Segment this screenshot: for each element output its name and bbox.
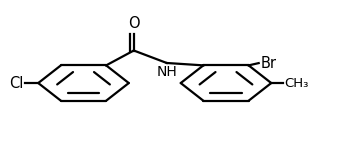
Text: NH: NH [156,65,177,79]
Text: CH₃: CH₃ [285,77,309,89]
Text: Cl: Cl [9,76,23,91]
Text: Br: Br [260,56,276,71]
Text: O: O [128,16,140,31]
